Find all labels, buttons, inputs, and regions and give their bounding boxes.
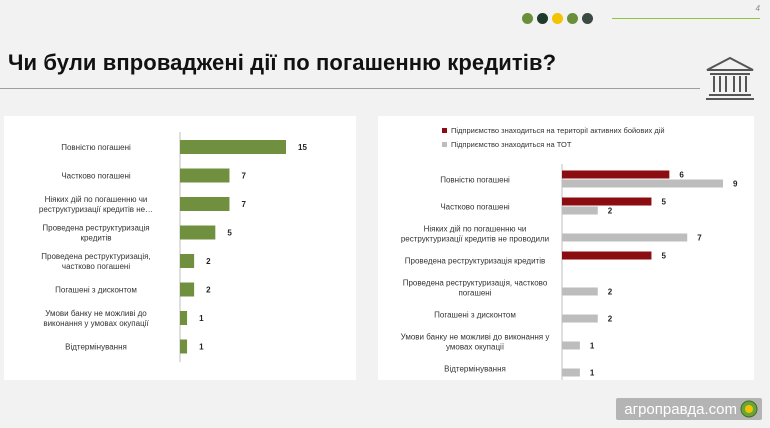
category-label-line: Погашені з дисконтом [55,286,137,295]
category-label-line: реструктуризації кредитів не проводили [401,235,549,244]
category-label: Погашені з дисконтом [434,311,516,320]
bar [180,140,286,154]
dot-2 [537,13,548,24]
decorative-dots [522,13,593,24]
data-label: 6 [679,171,684,180]
legend-label: Підприємство знаходиться на території ак… [451,126,665,135]
category-label-line: погашені [458,289,491,298]
bar [180,282,195,297]
data-label: 2 [608,207,613,216]
category-label-line: Частково погашені [440,203,510,212]
category-label: Умови банку не можливі до виконання у умо… [43,309,149,328]
bar [180,339,188,354]
category-label-line: умовах окупації [446,343,505,352]
dot-1 [522,13,533,24]
dot-3 [552,13,563,24]
category-label: Ніяких дій по погашенню чи реструктуризац… [401,225,549,244]
category-label: Проведена реструктуризація кредитів [42,224,149,243]
category-label: Частково погашені [440,203,510,212]
data-label: 1 [590,369,595,378]
category-label: Умови банку не можливі до виконання у умо… [401,333,550,352]
category-label-line: Проведена реструктуризація, частково [403,279,548,288]
data-label: 1 [199,343,204,352]
data-label: 7 [697,234,702,243]
data-label: 7 [241,172,246,181]
page-title: Чи були впроваджені дії по погашенню кре… [8,50,557,75]
category-label: Частково погашені [61,172,131,181]
bar [180,311,188,325]
category-label-line: Відтермінування [65,343,127,352]
category-label-line: Умови банку не можливі до [45,309,147,318]
data-label: 2 [608,315,613,324]
bar [562,341,580,350]
data-label: 15 [298,143,307,152]
data-label: 2 [206,286,211,295]
dot-5 [582,13,593,24]
legend-swatch [442,142,447,147]
category-label-line: виконання у умовах окупації [43,319,149,328]
brand-watermark: агроправда.com [616,398,762,420]
category-label: Відтермінування [444,365,506,374]
leaf-badge-icon [740,400,758,418]
data-label: 7 [241,200,246,209]
category-label-line: Погашені з дисконтом [434,311,516,320]
title-divider [0,88,700,89]
category-label-line: Умови банку не можливі до виконання у [401,333,550,342]
bar [562,287,598,296]
bar [562,233,688,242]
bar [562,251,652,260]
category-label: Ніяких дій по погашенню чи реструктуризац… [39,195,153,214]
bar [562,206,598,215]
chart-panel-right: Підприємство знаходиться на території ак… [378,116,754,382]
category-label-line: Проведена реструктуризація, [41,252,150,261]
data-label: 9 [733,180,738,189]
header-accent-line [612,18,760,19]
data-label: 1 [199,314,204,323]
right-bar-chart: Підприємство знаходиться на території ак… [401,126,738,382]
bar [562,314,598,323]
category-label-line: Частково погашені [61,172,131,181]
category-label-line: Проведена реструктуризація кредитів [405,257,545,266]
category-label: Погашені з дисконтом [55,286,137,295]
bar [562,170,670,179]
category-label: Проведена реструктуризація, частково пога… [41,252,150,271]
chart-panel-left: 15 Повністю погашені 7 Частково погашені 7 Ні… [4,116,356,380]
bar [562,368,580,377]
bar [180,254,195,268]
legend-label: Підприємство знаходиться на ТОТ [451,140,572,149]
bar [180,197,230,211]
data-label: 5 [661,198,666,207]
category-label-line: Повністю погашені [61,143,131,152]
bar [562,197,652,206]
category-label-line: Ніяких дій по погашенню чи [45,195,148,204]
category-label-line: реструктуризації кредитів не… [39,205,153,214]
legend-swatch [442,128,447,133]
category-label: Повністю погашені [440,176,510,185]
dot-4 [567,13,578,24]
bank-building-icon [706,56,754,100]
page-number: 4 [755,4,760,13]
brand-text: агроправда.com [624,400,737,418]
bar [562,179,723,188]
category-label-line: частково погашені [62,262,130,271]
category-label-line: Проведена реструктуризація [42,224,149,233]
data-label: 2 [206,257,211,266]
bar [180,225,216,240]
category-label-line: Відтермінування [444,365,506,374]
category-label: Відтермінування [65,343,127,352]
category-label-line: кредитів [80,234,111,243]
data-label: 5 [661,252,666,261]
data-label: 1 [590,342,595,351]
category-label-line: Ніяких дій по погашенню чи [424,225,527,234]
data-label: 2 [608,288,613,297]
category-label: Повністю погашені [61,143,131,152]
category-label: Проведена реструктуризація кредитів [405,257,545,266]
category-label-line: Повністю погашені [440,176,510,185]
category-label: Проведена реструктуризація, частково пога… [403,279,548,298]
data-label: 5 [227,229,232,238]
bar [180,168,230,183]
